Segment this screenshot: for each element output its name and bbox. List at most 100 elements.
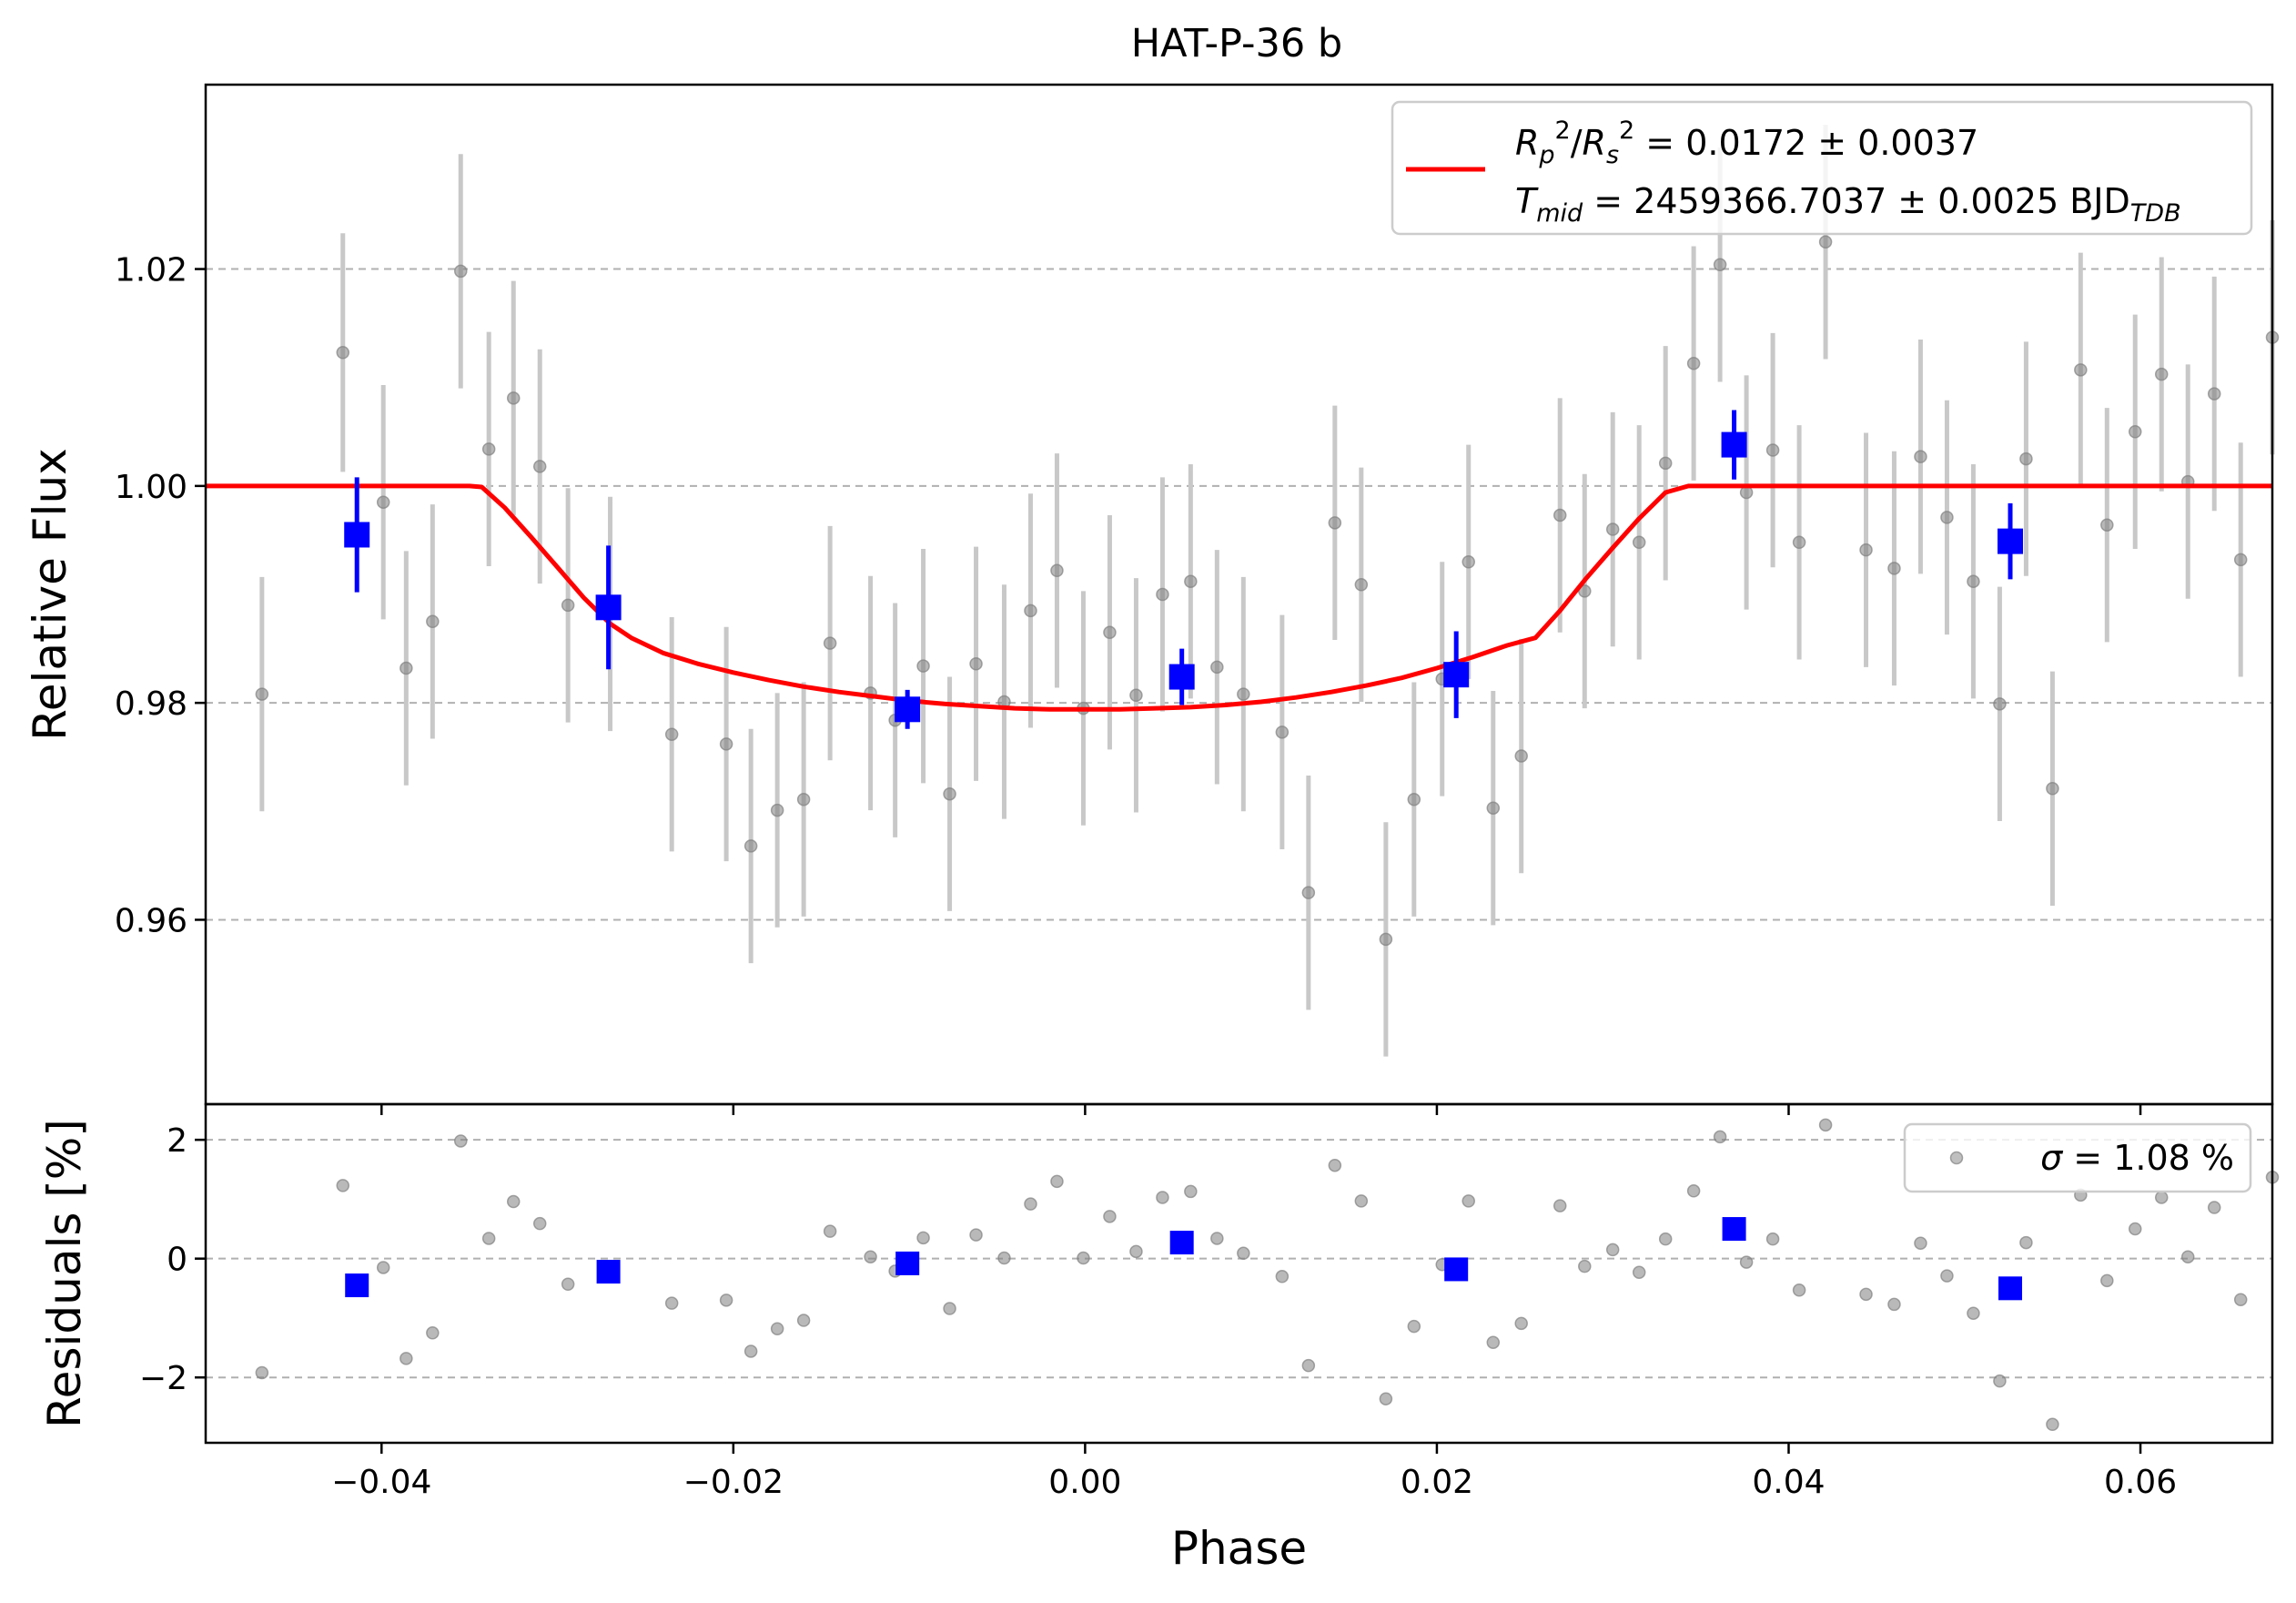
raw-point xyxy=(1887,562,1901,575)
raw-point xyxy=(506,391,521,405)
raw-point xyxy=(770,803,784,817)
legend-box xyxy=(1391,100,2253,236)
raw-residual-point xyxy=(1077,1251,1090,1265)
top-y-tick-label: 1.00 xyxy=(115,469,187,506)
legend-tmid-value: = 2459366.7037 ± 0.0025 BJD xyxy=(1583,181,2130,221)
top-y-tick-label: 0.96 xyxy=(115,902,187,939)
legend-slash: / xyxy=(1571,123,1583,163)
raw-residual-point xyxy=(336,1179,350,1192)
binned-point xyxy=(1168,664,1195,690)
binned-point xyxy=(595,594,622,621)
raw-point xyxy=(719,737,733,751)
raw-point xyxy=(1818,235,1833,249)
raw-residual-point xyxy=(506,1194,521,1209)
x-tick-label: −0.02 xyxy=(683,1464,784,1501)
raw-residual-point xyxy=(2128,1222,2142,1236)
model-legend: Rp2/Rs2 = 0.0172 ± 0.0037 Tmid = 2459366… xyxy=(1391,100,2253,236)
raw-point xyxy=(1967,574,1980,588)
sigma-value: = 1.08 % xyxy=(2062,1138,2234,1178)
raw-point xyxy=(796,792,811,807)
raw-residual-point xyxy=(796,1314,811,1327)
raw-point xyxy=(1993,697,2007,711)
raw-residual-point xyxy=(1578,1259,1592,1273)
chart-title: HAT-P-36 b xyxy=(1131,21,1342,66)
raw-residual-point xyxy=(1301,1358,1316,1373)
raw-residual-point xyxy=(454,1134,468,1148)
raw-point xyxy=(1354,578,1369,592)
raw-point xyxy=(1129,688,1143,703)
raw-point xyxy=(1407,792,1421,807)
raw-point xyxy=(2207,387,2221,401)
raw-residual-point xyxy=(1632,1265,1646,1279)
raw-point xyxy=(1275,725,1290,739)
raw-point xyxy=(454,264,468,279)
sigma-legend: σ = 1.08 % xyxy=(1903,1122,2252,1193)
raw-point xyxy=(1103,625,1117,639)
raw-point xyxy=(1605,522,1620,536)
raw-residual-point xyxy=(969,1228,983,1242)
raw-point xyxy=(1859,543,1873,557)
raw-residual-point xyxy=(1940,1269,1954,1283)
raw-point xyxy=(1050,563,1064,578)
top-y-tick-label: 1.02 xyxy=(115,252,187,289)
bottom-y-tick-label: −2 xyxy=(139,1360,187,1397)
raw-residual-point xyxy=(1914,1236,1927,1250)
raw-point xyxy=(1632,535,1646,550)
raw-residual-point xyxy=(743,1344,758,1358)
raw-residual-point xyxy=(561,1277,575,1291)
raw-residual-point xyxy=(2233,1293,2248,1306)
raw-residual-point xyxy=(864,1250,877,1263)
binned-residual-point xyxy=(1722,1217,1746,1242)
legend-rp: R xyxy=(1515,123,1539,163)
raw-residual-point xyxy=(376,1261,390,1274)
raw-residual-point xyxy=(664,1296,679,1310)
legend-rp-sub: p xyxy=(1538,141,1554,169)
raw-point xyxy=(255,687,269,701)
raw-residual-point xyxy=(770,1322,784,1335)
binned-points xyxy=(344,410,2024,729)
raw-point xyxy=(916,659,930,673)
binned-point xyxy=(344,522,370,548)
raw-point xyxy=(1024,604,1037,618)
x-tick-label: 0.06 xyxy=(2104,1464,2177,1501)
raw-residual-point xyxy=(2100,1273,2114,1288)
raw-point xyxy=(1792,535,1806,550)
raw-point xyxy=(664,727,679,741)
raw-point xyxy=(2154,367,2169,381)
residuals-axis-label: Residuals [%] xyxy=(38,1119,91,1428)
legend-radius-ratio: Rp2/Rs2 = 0.0172 ± 0.0037 xyxy=(1515,117,1978,169)
raw-residual-point xyxy=(943,1302,956,1315)
top-y-tick-label: 0.98 xyxy=(115,685,187,723)
bottom-y-ticks: −2 0 2 xyxy=(139,1122,206,1397)
raw-residual-point xyxy=(1514,1316,1528,1331)
raw-residual-point xyxy=(1739,1255,1754,1269)
raw-residual-point xyxy=(2207,1201,2221,1214)
legend-t-sub: mid xyxy=(1536,199,1583,228)
raw-point xyxy=(1514,749,1528,763)
legend-rp-sup: 2 xyxy=(1555,117,1571,145)
raw-point xyxy=(2233,553,2248,567)
raw-point xyxy=(1462,555,1475,569)
raw-point xyxy=(2019,451,2033,466)
raw-point xyxy=(1713,258,1727,272)
raw-point xyxy=(1553,508,1567,522)
x-tick-label: −0.04 xyxy=(331,1464,431,1501)
raw-point xyxy=(376,495,390,509)
binned-point xyxy=(895,696,921,723)
binned-point xyxy=(1998,528,2024,554)
legend-t: T xyxy=(1515,181,1539,221)
raw-point xyxy=(1184,574,1198,588)
x-axis-label: Phase xyxy=(1171,1522,1307,1575)
binned-residual-point xyxy=(596,1260,621,1284)
raw-residual-point xyxy=(1275,1270,1290,1283)
binned-residual-point xyxy=(1444,1257,1469,1282)
legend-tdb-sub: TDB xyxy=(2130,199,2181,228)
y-axis-label: Relative Flux xyxy=(24,448,76,740)
raw-point xyxy=(1486,801,1501,815)
raw-point xyxy=(561,598,575,613)
raw-point xyxy=(1210,660,1224,675)
raw-residual-point xyxy=(1184,1184,1198,1199)
raw-point xyxy=(1914,450,1927,463)
raw-residual-point xyxy=(532,1216,547,1231)
